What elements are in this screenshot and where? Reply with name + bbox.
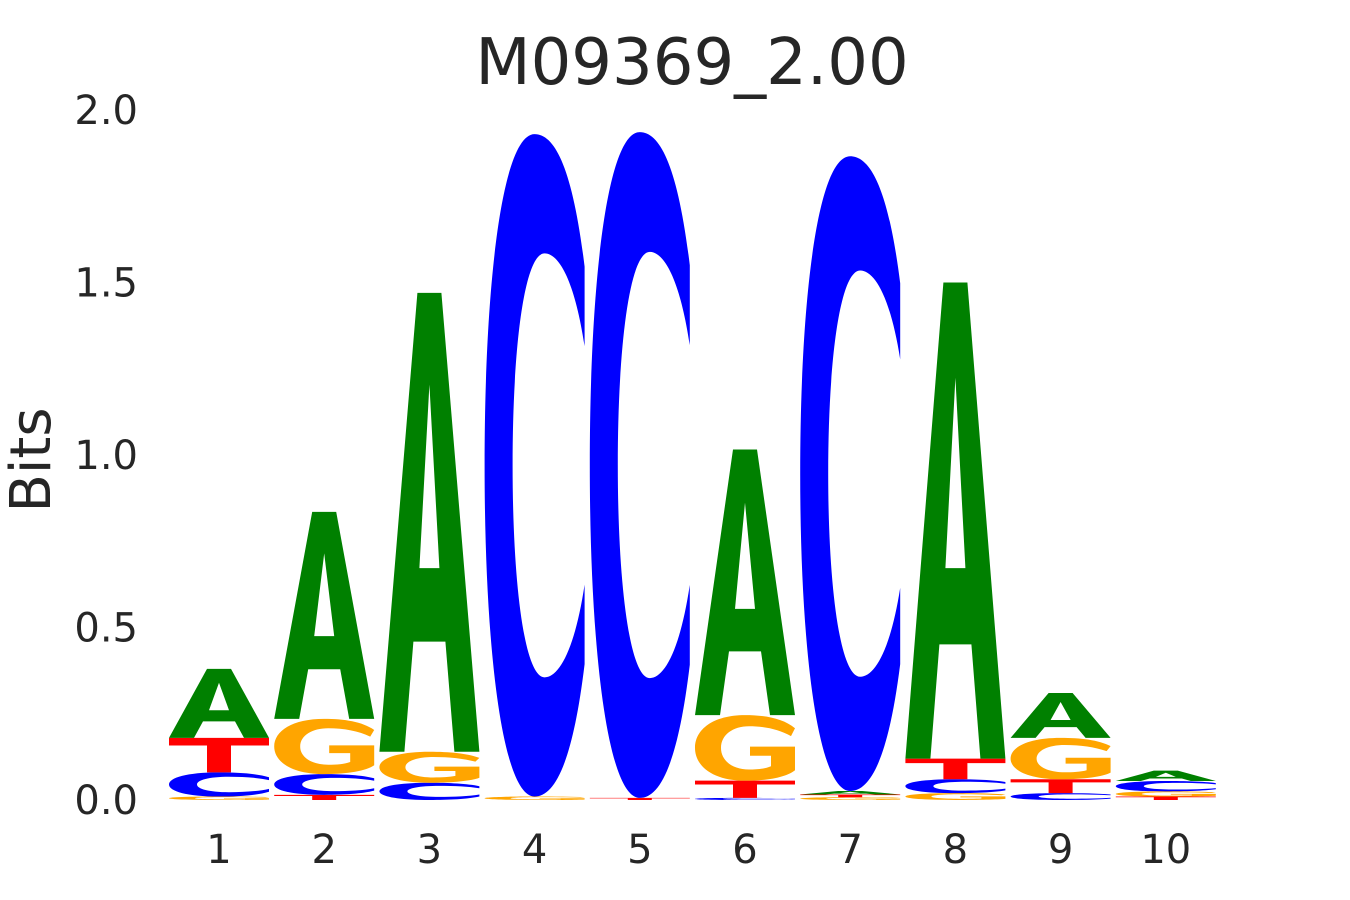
x-tick-label: 4 <box>522 827 547 873</box>
logo-letter-A <box>1010 693 1111 738</box>
y-tick-label: 1.0 <box>74 433 138 479</box>
x-tick-label: 9 <box>1048 827 1073 873</box>
logo-letter-T <box>800 794 901 798</box>
x-axis-ticks: 1 2 3 4 5 6 7 8 9 10 <box>206 827 1191 873</box>
x-tick-label: 5 <box>627 827 652 873</box>
logo-letter-A <box>274 511 375 719</box>
logo-letter-T <box>695 780 795 798</box>
logo-letter-T <box>905 758 1006 780</box>
logo-letter-C <box>1010 793 1111 800</box>
x-tick-label: 8 <box>943 827 968 873</box>
logo-letter-C <box>695 797 795 800</box>
logo-letter-T <box>1010 779 1111 794</box>
logo-letter-C <box>905 779 1006 794</box>
letter-stacks <box>169 132 1216 800</box>
logo-letter-A <box>695 449 795 716</box>
logo-letter-C <box>589 132 690 798</box>
logo-letter-A <box>379 292 480 752</box>
y-axis-label: Bits <box>0 407 64 512</box>
logo-letter-A <box>169 668 269 738</box>
logo-letter-G <box>800 797 901 800</box>
logo-letter-A <box>905 282 1006 759</box>
logo-letter-C <box>379 782 480 800</box>
logo-letter-C <box>274 774 375 795</box>
x-tick-label: 1 <box>206 827 231 873</box>
logo-letter-A <box>800 791 901 795</box>
chart-title: M09369_2.00 <box>475 26 908 100</box>
logo-letter-G <box>1115 791 1216 797</box>
logo-letter-C <box>1115 781 1216 792</box>
logo-letter-G <box>905 793 1006 800</box>
y-tick-label: 0.0 <box>74 778 138 824</box>
logo-letter-T <box>1115 796 1216 800</box>
logo-letter-T <box>589 797 690 800</box>
logo-letter-A <box>1115 770 1216 782</box>
logo-letter-C <box>169 772 269 797</box>
x-tick-label: 10 <box>1140 827 1191 873</box>
logo-letter-G <box>484 796 585 800</box>
logo-letter-G <box>1010 737 1111 780</box>
x-tick-label: 3 <box>417 827 442 873</box>
y-tick-label: 0.5 <box>74 606 138 652</box>
x-tick-label: 2 <box>311 827 336 873</box>
logo-letter-G <box>379 751 480 783</box>
x-tick-label: 6 <box>732 827 757 873</box>
logo-letter-G <box>169 796 269 800</box>
logo-letter-T <box>169 737 269 773</box>
logo-letter-G <box>695 715 795 781</box>
y-axis-ticks: 0.0 0.5 1.0 1.5 2.0 <box>74 88 138 824</box>
logo-letter-C <box>800 156 901 792</box>
y-tick-label: 1.5 <box>74 261 138 307</box>
x-tick-label: 7 <box>837 827 862 873</box>
logo-letter-G <box>274 718 375 775</box>
y-tick-label: 2.0 <box>74 88 138 134</box>
logo-letter-C <box>484 134 585 797</box>
logo-letter-T <box>274 794 375 800</box>
